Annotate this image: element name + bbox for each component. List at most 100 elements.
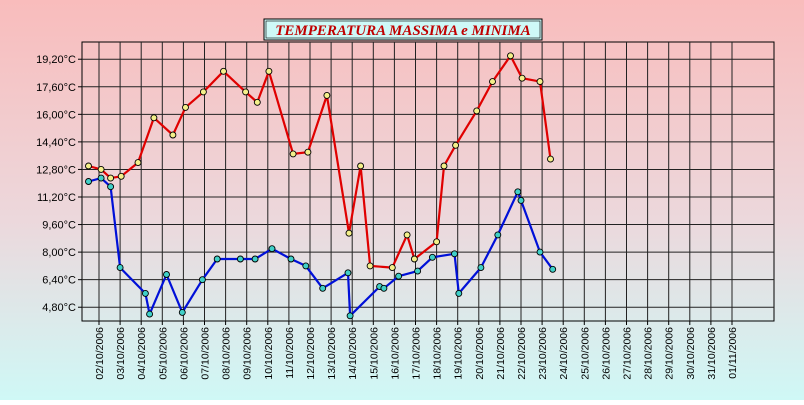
data-point-min — [178, 308, 186, 316]
data-point-min — [346, 312, 354, 320]
data-point-max — [366, 262, 374, 270]
data-point-min — [116, 264, 124, 272]
chart-title: TEMPERATURA MASSIMA e MINIMA — [275, 23, 531, 39]
x-tick-label: 12/10/2006 — [305, 327, 317, 380]
x-tick-label: 02/10/2006 — [94, 327, 106, 380]
data-point-max — [134, 159, 142, 167]
x-tick-label: 29/10/2006 — [664, 327, 676, 380]
data-point-max — [536, 78, 544, 86]
data-point-max — [345, 229, 353, 237]
data-point-max — [323, 91, 331, 99]
data-point-max — [85, 162, 92, 170]
data-point-min — [428, 253, 436, 261]
data-point-min — [451, 250, 458, 258]
x-tick-label: 25/10/2006 — [579, 327, 591, 380]
data-point-min — [494, 231, 502, 239]
data-point-max — [403, 231, 411, 239]
x-tick-label: 08/10/2006 — [221, 327, 233, 380]
x-tick-label: 06/10/2006 — [178, 327, 190, 380]
data-point-max — [220, 67, 227, 75]
data-point-min — [477, 264, 485, 272]
plot-area — [81, 41, 775, 322]
y-tick-label: 12,80°C — [36, 164, 76, 176]
y-tick-label: 14,40°C — [36, 137, 76, 149]
data-point-min — [302, 262, 310, 270]
x-tick-label: 13/10/2006 — [326, 327, 338, 380]
data-point-max — [199, 88, 207, 96]
x-tick-label: 26/10/2006 — [600, 327, 612, 380]
x-tick-label: 31/10/2006 — [706, 327, 718, 380]
data-point-min — [251, 255, 259, 263]
x-tick-label: 05/10/2006 — [157, 327, 169, 380]
x-tick-label: 23/10/2006 — [537, 327, 549, 380]
x-tick-label: 19/10/2006 — [453, 327, 465, 380]
x-tick-label: 22/10/2006 — [516, 327, 528, 380]
chart-title-box-inner — [265, 20, 541, 39]
y-tick-label: 6,40°C — [42, 275, 76, 287]
y-tick-label: 16,00°C — [36, 109, 76, 121]
data-point-max — [410, 255, 418, 263]
data-point-min — [395, 272, 403, 280]
data-point-min — [344, 269, 352, 277]
data-point-max — [169, 131, 177, 139]
x-tick-label: 17/10/2006 — [411, 327, 423, 380]
data-point-max — [547, 155, 554, 163]
data-point-min — [287, 255, 295, 263]
data-point-max — [473, 107, 481, 115]
data-point-min — [236, 255, 244, 263]
x-tick-label: 15/10/2006 — [368, 327, 380, 380]
data-point-max — [440, 162, 448, 170]
x-tick-label: 30/10/2006 — [685, 327, 697, 380]
y-tick-label: 4,80°C — [42, 302, 76, 314]
chart-title-box — [263, 18, 543, 41]
x-tick-label: 09/10/2006 — [242, 327, 254, 380]
data-point-max — [518, 74, 526, 82]
x-tick-label: 07/10/2006 — [200, 327, 212, 380]
data-point-min — [141, 289, 149, 297]
data-point-min — [146, 310, 154, 318]
data-point-max — [107, 174, 115, 182]
x-tick-label: 11/10/2006 — [284, 327, 296, 379]
data-point-min — [514, 188, 522, 196]
data-point-min — [163, 271, 170, 278]
y-tick-label: 11,20°C — [37, 192, 76, 204]
data-point-max — [507, 52, 514, 60]
x-tick-label: 14/10/2006 — [347, 327, 359, 380]
y-tick-label: 8,00°C — [42, 247, 76, 259]
data-point-min — [517, 196, 525, 204]
data-point-min — [268, 245, 276, 253]
x-tick-label: 10/10/2006 — [263, 327, 275, 380]
data-point-max — [97, 165, 105, 173]
x-tick-label: 18/10/2006 — [432, 327, 444, 380]
y-tick-label: 17,60°C — [36, 82, 76, 94]
x-tick-label: 01/11/2006 — [727, 327, 739, 379]
x-tick-label: 28/10/2006 — [643, 327, 655, 380]
data-point-max — [304, 148, 312, 156]
data-point-min — [536, 248, 544, 256]
data-point-min — [455, 289, 463, 297]
x-tick-label: 20/10/2006 — [474, 327, 486, 380]
data-point-min — [198, 276, 206, 284]
data-point-max — [452, 141, 460, 149]
data-point-max — [242, 88, 250, 96]
x-tick-label: 04/10/2006 — [136, 327, 148, 380]
data-point-min — [380, 284, 388, 292]
x-tick-label: 27/10/2006 — [622, 327, 634, 380]
data-point-max — [289, 150, 297, 158]
x-tick-label: 03/10/2006 — [115, 327, 127, 380]
y-tick-label: 19,20°C — [36, 54, 76, 66]
data-point-max — [182, 103, 189, 111]
data-point-min — [97, 174, 105, 182]
x-tick-label: 21/10/2006 — [495, 327, 507, 380]
data-point-max — [357, 162, 365, 170]
data-point-min — [414, 267, 422, 275]
data-point-max — [489, 78, 496, 86]
data-point-min — [213, 255, 221, 263]
data-point-max — [150, 114, 158, 122]
x-tick-label: 24/10/2006 — [558, 327, 570, 380]
data-point-max — [117, 172, 125, 180]
data-point-max — [388, 264, 396, 272]
